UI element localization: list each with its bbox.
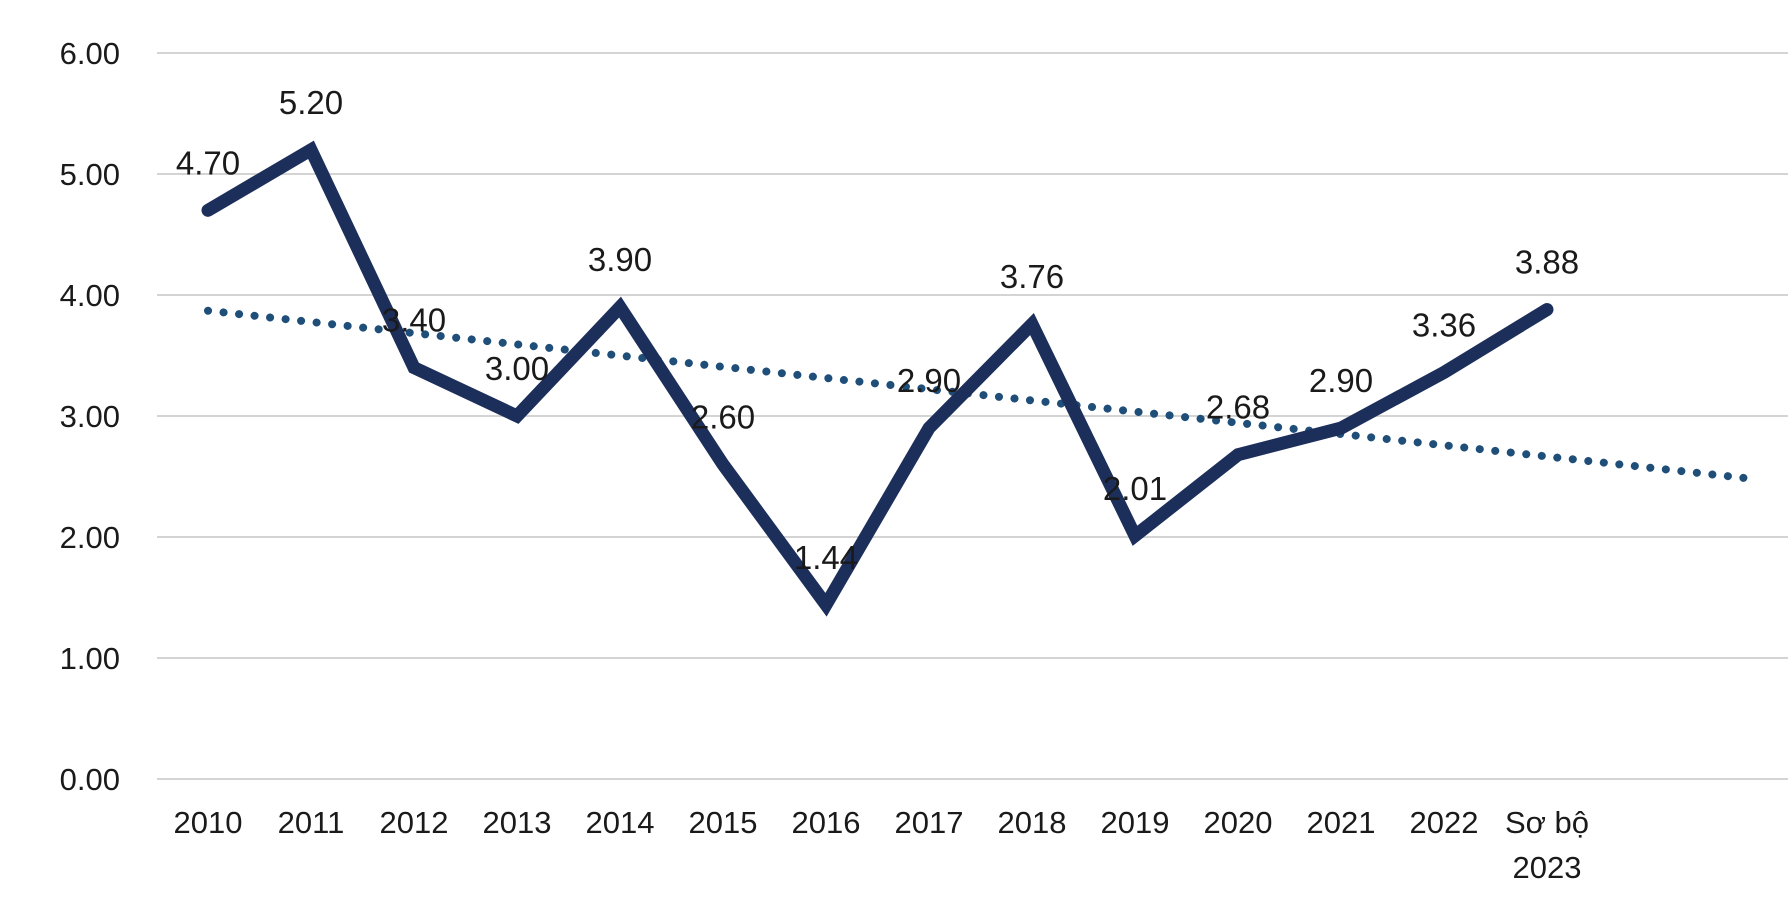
trendline-dotted [204,306,1757,483]
x-category-label: 2010 [174,805,243,840]
data-point-label: 2.60 [691,398,755,435]
data-point-label: 5.20 [279,84,343,121]
x-category-label: 2021 [1307,805,1376,840]
data-point-label: 2.01 [1103,470,1167,507]
data-point-label: 3.40 [382,302,446,339]
y-tick-label: 0.00 [60,762,120,797]
x-category-label: 2020 [1204,805,1273,840]
data-point-label: 1.44 [794,539,858,576]
x-category-label: 2017 [895,805,964,840]
data-point-label: 4.70 [176,144,240,181]
data-point-label: 2.90 [1309,362,1373,399]
x-category-label: 2019 [1101,805,1170,840]
y-tick-label: 6.00 [60,36,120,71]
data-point-label: 3.90 [588,241,652,278]
y-tick-label: 2.00 [60,520,120,555]
x-category-label: 2011 [278,805,345,840]
y-tick-label: 4.00 [60,278,120,313]
x-category-label: 2018 [998,805,1067,840]
x-category-label: 2016 [792,805,861,840]
data-point-label: 3.36 [1412,306,1476,343]
data-series-line [201,140,1554,617]
x-category-label-line2: 2023 [1513,850,1582,885]
y-tick-label: 3.00 [60,399,120,434]
data-point-label: 2.90 [897,362,961,399]
x-category-label: 2012 [380,805,449,840]
x-category-label: 2015 [689,805,758,840]
x-category-label: 2022 [1410,805,1479,840]
x-category-label: 2014 [586,805,655,840]
data-point-label: 3.76 [1000,258,1064,295]
y-tick-label: 1.00 [60,641,120,676]
chart-svg: 0.00 1.00 2.00 3.00 4.00 5.00 6.00 4.70 5.20 3.40… [60,36,1788,885]
data-point-label: 3.88 [1515,244,1579,281]
x-category-label: Sơ bộ [1505,805,1589,840]
x-category-label: 2013 [483,805,552,840]
data-point-label: 2.68 [1206,389,1270,426]
line-chart-figure: 0.00 1.00 2.00 3.00 4.00 5.00 6.00 4.70 5.20 3.40… [40,16,1788,903]
y-tick-label: 5.00 [60,157,120,192]
data-point-label: 3.00 [485,350,549,387]
